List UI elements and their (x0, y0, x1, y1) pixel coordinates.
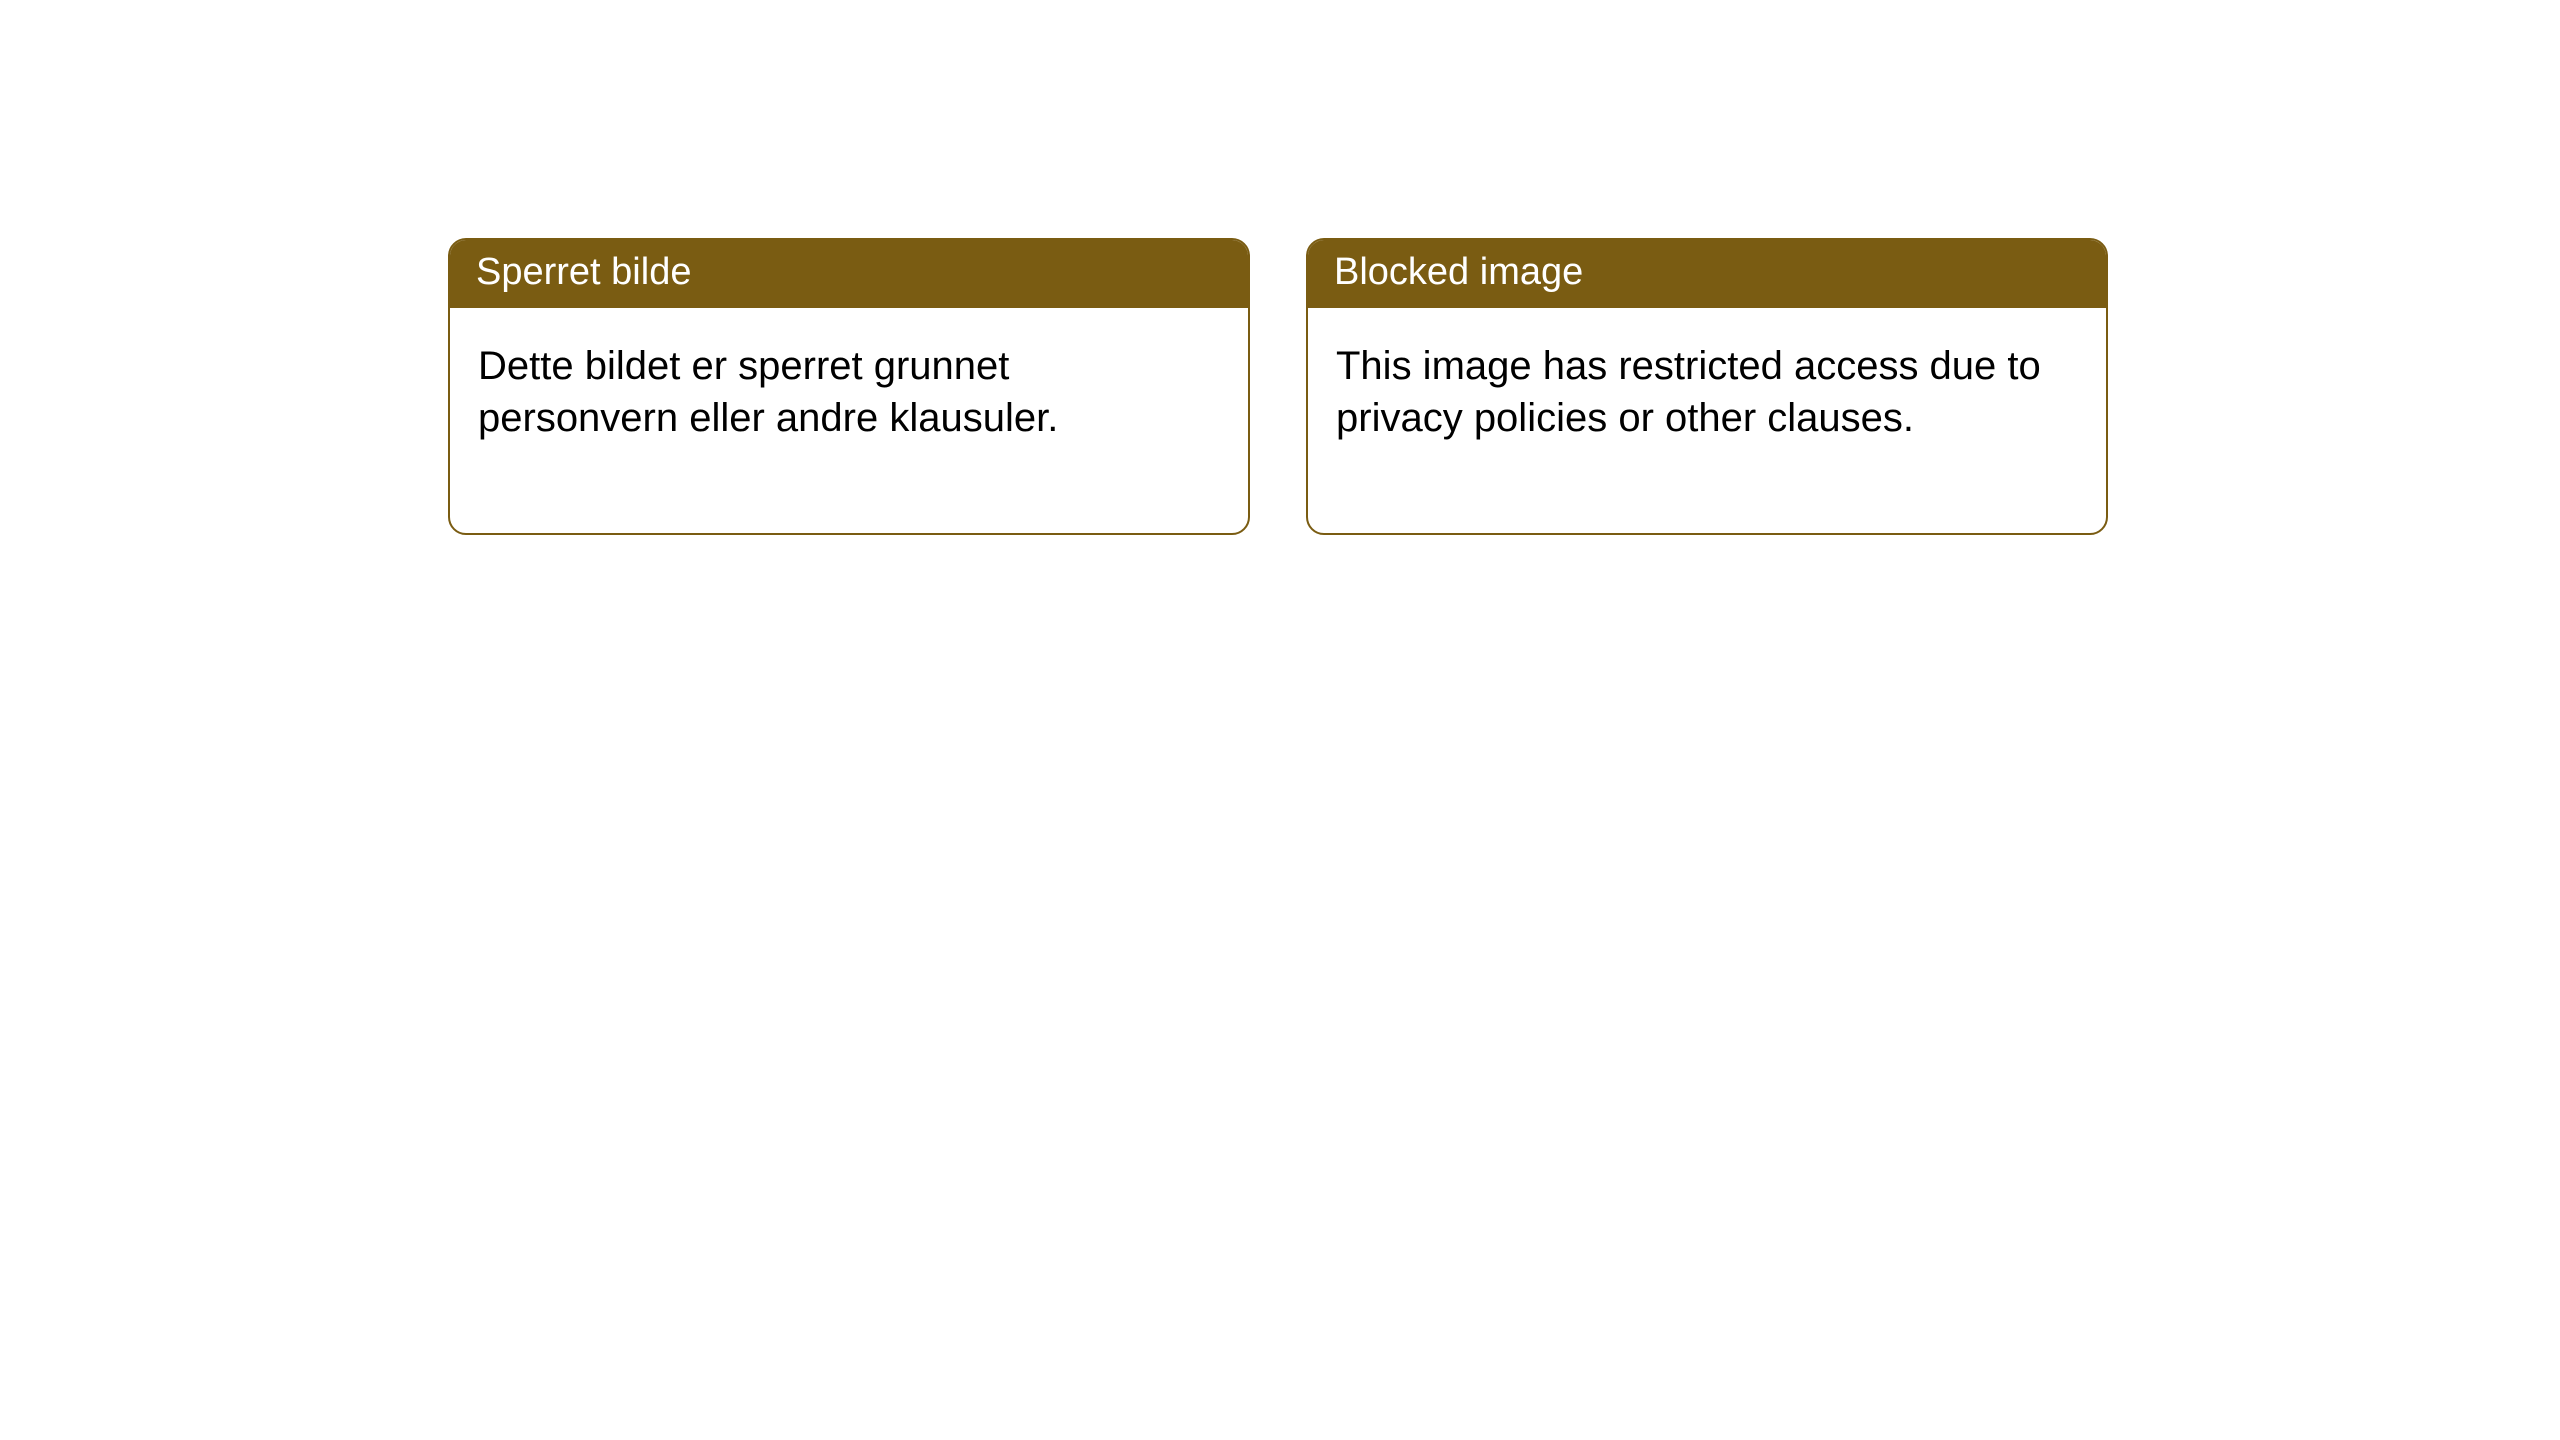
notice-container: Sperret bilde Dette bildet er sperret gr… (0, 0, 2560, 535)
notice-body: Dette bildet er sperret grunnet personve… (450, 308, 1248, 534)
notice-title: Sperret bilde (450, 240, 1248, 308)
notice-card-norwegian: Sperret bilde Dette bildet er sperret gr… (448, 238, 1250, 535)
notice-body: This image has restricted access due to … (1308, 308, 2106, 534)
notice-title: Blocked image (1308, 240, 2106, 308)
notice-card-english: Blocked image This image has restricted … (1306, 238, 2108, 535)
